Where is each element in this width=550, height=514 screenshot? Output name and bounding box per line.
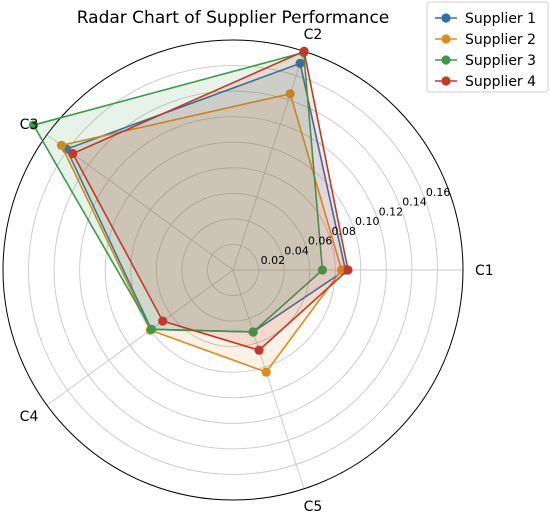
series-line [32, 51, 324, 333]
legend-marker [441, 13, 451, 23]
grid-spoke [232, 51, 305, 271]
legend-label: Supplier 1 [465, 11, 536, 27]
legend: Supplier 1 Supplier 2 Supplier 3 Supplier 4 [426, 1, 549, 93]
data-point [146, 324, 156, 334]
grid-spoke [46, 134, 234, 271]
data-point [295, 58, 305, 69]
series-fill [66, 63, 346, 332]
series-line [60, 92, 343, 374]
data-point [56, 140, 66, 150]
r-tick-label: 0.08 [331, 225, 356, 238]
data-point [68, 148, 78, 159]
legend-item: Supplier 4 [435, 74, 536, 90]
series-supplier-3 [28, 47, 328, 337]
data-point [317, 265, 328, 275]
data-point [299, 46, 309, 56]
series-layer [28, 46, 353, 377]
legend-label: Supplier 2 [465, 32, 536, 48]
data-point [158, 316, 168, 326]
axis-labels: C1 C2 C3 C4 C5 [20, 27, 494, 514]
r-tick-label: 0.10 [355, 215, 380, 228]
chart-title: Radar Chart of Supplier Performance [77, 8, 390, 28]
series-supplier-2 [56, 89, 347, 377]
legend-box [426, 1, 549, 93]
r-tick-label: 0.06 [308, 235, 333, 248]
data-point [261, 367, 271, 377]
r-tick-label: 0.12 [379, 205, 404, 218]
grid-spoke [232, 269, 305, 489]
outer-frame [2, 39, 464, 501]
axis-label-c3: C3 [20, 117, 39, 133]
legend-item: Supplier 2 [435, 32, 536, 48]
data-point [254, 345, 264, 355]
series-fill [61, 93, 342, 373]
axis-label-c5: C5 [304, 499, 323, 514]
tick-labels: 0.020.040.060.080.100.120.140.16 [261, 186, 451, 267]
axis-label-c1: C1 [475, 263, 494, 279]
data-point [337, 265, 347, 275]
legend-item: Supplier 1 [435, 11, 536, 27]
series-fill [72, 51, 349, 351]
legend-label: Supplier 4 [465, 74, 536, 90]
axis-label-c2: C2 [304, 27, 323, 43]
series-supplier-4 [68, 46, 353, 355]
axis-label-c4: C4 [20, 409, 39, 425]
grid-spoke [46, 269, 234, 406]
data-point [248, 327, 258, 337]
legend-item: Supplier 3 [435, 53, 536, 69]
data-point [343, 265, 353, 275]
data-point [28, 120, 39, 130]
data-point [285, 89, 295, 99]
r-tick-label: 0.14 [402, 196, 427, 209]
r-tick-label: 0.02 [261, 254, 286, 267]
r-tick-label: 0.16 [426, 186, 451, 199]
legend-marker [441, 55, 451, 65]
legend-label: Supplier 3 [465, 53, 536, 69]
legend-marker [441, 34, 451, 44]
series-fill [33, 52, 323, 332]
r-tick-label: 0.04 [284, 244, 309, 257]
series-line [71, 50, 349, 352]
legend-marker [441, 76, 451, 86]
